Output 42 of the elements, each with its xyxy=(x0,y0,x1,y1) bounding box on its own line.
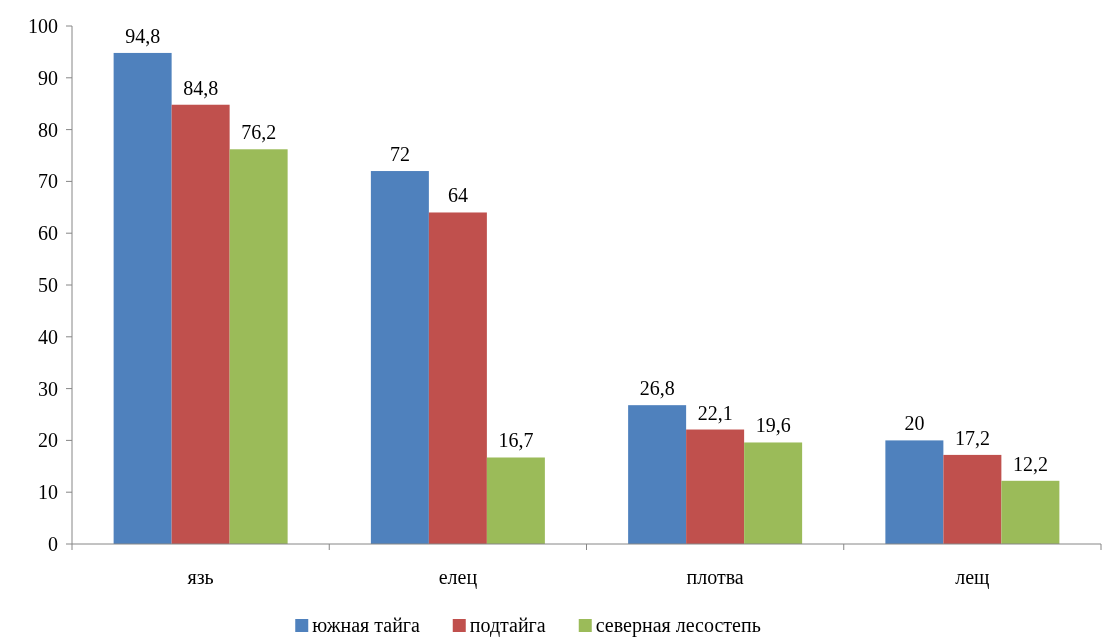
y-tick-label: 80 xyxy=(38,118,58,141)
data-label: 72 xyxy=(389,143,410,166)
y-tick-label: 40 xyxy=(38,325,58,348)
data-label: 19,6 xyxy=(755,414,791,437)
y-tick-label: 90 xyxy=(38,66,58,89)
data-label: 76,2 xyxy=(241,121,277,144)
y-tick-label: 50 xyxy=(38,274,58,296)
data-label: 20 xyxy=(904,412,925,435)
data-label: 94,8 xyxy=(125,24,161,47)
bar xyxy=(628,405,687,544)
bar xyxy=(171,104,230,544)
x-tick-label: плотва xyxy=(686,566,744,588)
y-tick-label: 100 xyxy=(28,15,58,37)
data-label: 16,7 xyxy=(498,429,534,452)
legend-label: северная лесостепь xyxy=(595,614,761,637)
y-tick-label: 70 xyxy=(38,170,58,193)
legend-label: южная тайга xyxy=(312,614,421,636)
bar xyxy=(486,457,545,544)
bar xyxy=(229,149,288,544)
y-tick-label: 60 xyxy=(38,222,58,245)
x-tick-label: лещ xyxy=(955,566,990,589)
legend-label: подтайга xyxy=(469,614,546,637)
x-tick-label: елец xyxy=(438,566,478,589)
data-label: 12,2 xyxy=(1012,452,1048,475)
data-label: 64 xyxy=(447,184,468,207)
bar xyxy=(744,442,803,544)
data-label: 22,1 xyxy=(697,401,733,424)
bar xyxy=(943,454,1002,544)
y-tick-label: 30 xyxy=(38,377,58,400)
x-tick-label: язь xyxy=(187,566,214,588)
y-tick-label: 0 xyxy=(48,533,58,555)
data-label: 26,8 xyxy=(639,377,675,400)
bar xyxy=(1001,480,1060,544)
bar xyxy=(428,212,487,544)
data-label: 84,8 xyxy=(183,76,219,99)
y-tick-label: 20 xyxy=(38,429,58,452)
bar xyxy=(370,171,429,544)
data-label: 17,2 xyxy=(954,426,990,449)
y-tick-label: 10 xyxy=(38,481,58,504)
bar xyxy=(113,52,172,544)
bar xyxy=(885,440,944,544)
bar xyxy=(686,429,745,544)
